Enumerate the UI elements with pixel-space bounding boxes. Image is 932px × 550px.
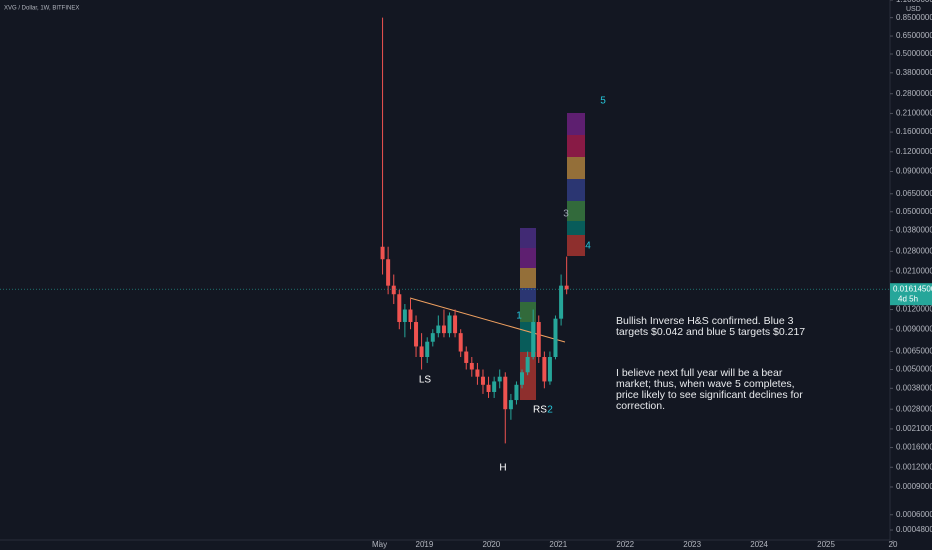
candle-body — [559, 285, 564, 319]
x-tick-label: 2023 — [683, 540, 701, 549]
price-axis-bg — [890, 0, 932, 550]
candle-body — [386, 259, 391, 286]
candle-body — [402, 309, 407, 323]
candle-body — [503, 376, 508, 410]
candle-body — [525, 357, 530, 373]
candle-body — [436, 325, 441, 334]
note: Bullish Inverse H&S confirmed. Blue 3 ta… — [616, 315, 806, 338]
candle-body — [492, 381, 497, 392]
candle-body — [408, 309, 413, 323]
candle-body — [480, 376, 485, 385]
candle-body — [414, 322, 419, 347]
annotation: LS — [419, 375, 432, 386]
x-tick-label: 20 — [889, 540, 898, 549]
x-tick-label: 2024 — [750, 540, 768, 549]
x-tick-label: 2020 — [482, 540, 500, 549]
axis-unit: USD — [906, 6, 921, 13]
candle-body — [430, 333, 435, 342]
y-tick-label: 0.00048000 — [896, 525, 932, 534]
candle-body — [469, 362, 474, 370]
wave-label: 4 — [585, 241, 591, 252]
candle-body — [520, 372, 525, 385]
candle-body — [508, 400, 513, 410]
x-tick-label: 2025 — [817, 540, 835, 549]
annotation: H — [499, 463, 506, 474]
candle-body — [531, 322, 536, 358]
annotation: RS — [533, 405, 547, 416]
fib-box-1 — [520, 228, 536, 400]
candle-body — [458, 333, 463, 352]
x-tick-label: 2019 — [416, 540, 434, 549]
candle-body — [536, 322, 541, 358]
x-tick-label: 2021 — [549, 540, 567, 549]
chart-title: XVG / Dollar, 1W, BITFINEX — [4, 6, 79, 12]
candle-body — [441, 325, 446, 334]
countdown: 4d 5h — [898, 294, 918, 303]
candle-body — [542, 357, 547, 382]
candle-body — [447, 315, 452, 334]
candle-body — [453, 315, 458, 334]
candle-body — [547, 357, 552, 382]
candle-body — [391, 285, 396, 295]
last-price-label: 0.01614500 — [893, 284, 932, 293]
wave-label: 5 — [600, 96, 606, 107]
note: I believe next full year will be a bear … — [616, 367, 803, 412]
candle-body — [475, 369, 480, 377]
candle-body — [514, 384, 519, 401]
candle-body — [486, 384, 491, 392]
wave-label: 2 — [547, 405, 553, 416]
candle-body — [564, 285, 569, 290]
x-tick-label: 2022 — [616, 540, 634, 549]
candle-body — [380, 246, 385, 260]
candle-body — [419, 346, 424, 358]
candle-body — [464, 351, 469, 363]
x-tick-label: May — [372, 540, 387, 549]
wave-label: 3 — [563, 209, 569, 220]
fib-box-2 — [567, 113, 585, 256]
last-price-box — [890, 283, 932, 306]
candle-body — [397, 294, 402, 323]
candle-body — [553, 318, 558, 358]
wave-label: 1 — [516, 311, 522, 322]
candle-body — [497, 376, 502, 382]
candle-body — [425, 341, 430, 358]
